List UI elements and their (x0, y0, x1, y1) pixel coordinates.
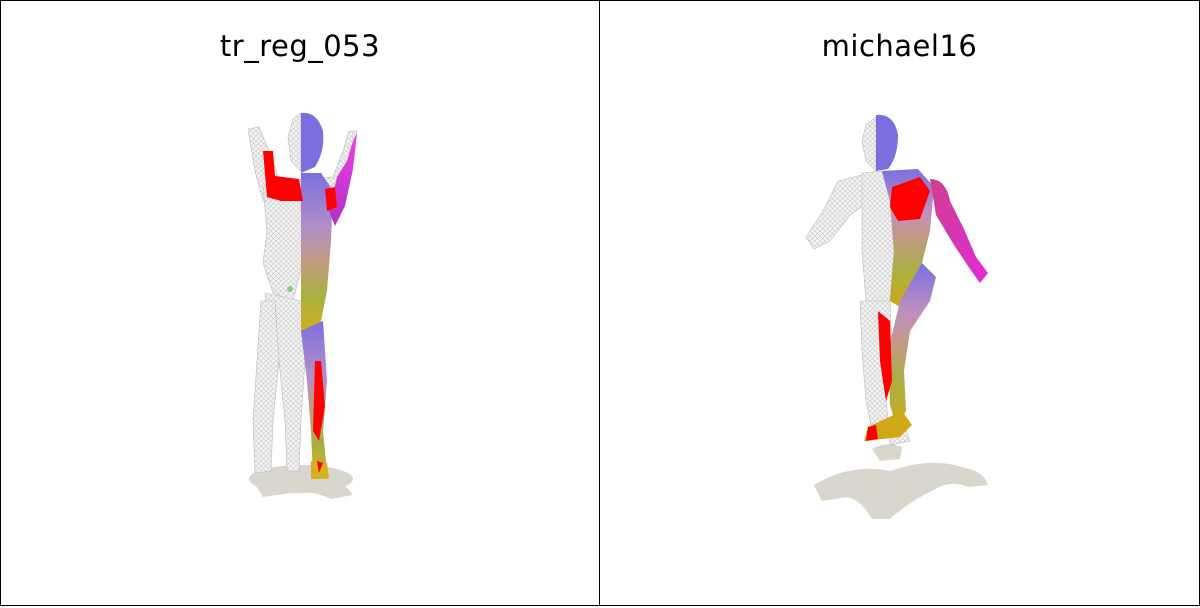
right-error-patches (866, 177, 930, 441)
right-body-render (805, 114, 988, 519)
left-panel-title: tr_reg_053 (219, 29, 381, 63)
left-mesh-half (247, 112, 358, 474)
left-viewport-panel: tr_reg_053 (0, 0, 600, 606)
left-body-render (247, 112, 358, 499)
left-green-patch (287, 286, 293, 292)
right-shadow (814, 444, 988, 519)
left-error-patches (263, 151, 337, 473)
right-viewport-panel: michael16 (599, 0, 1200, 606)
left-colored-half (301, 112, 357, 479)
right-panel-title: michael16 (821, 29, 978, 63)
